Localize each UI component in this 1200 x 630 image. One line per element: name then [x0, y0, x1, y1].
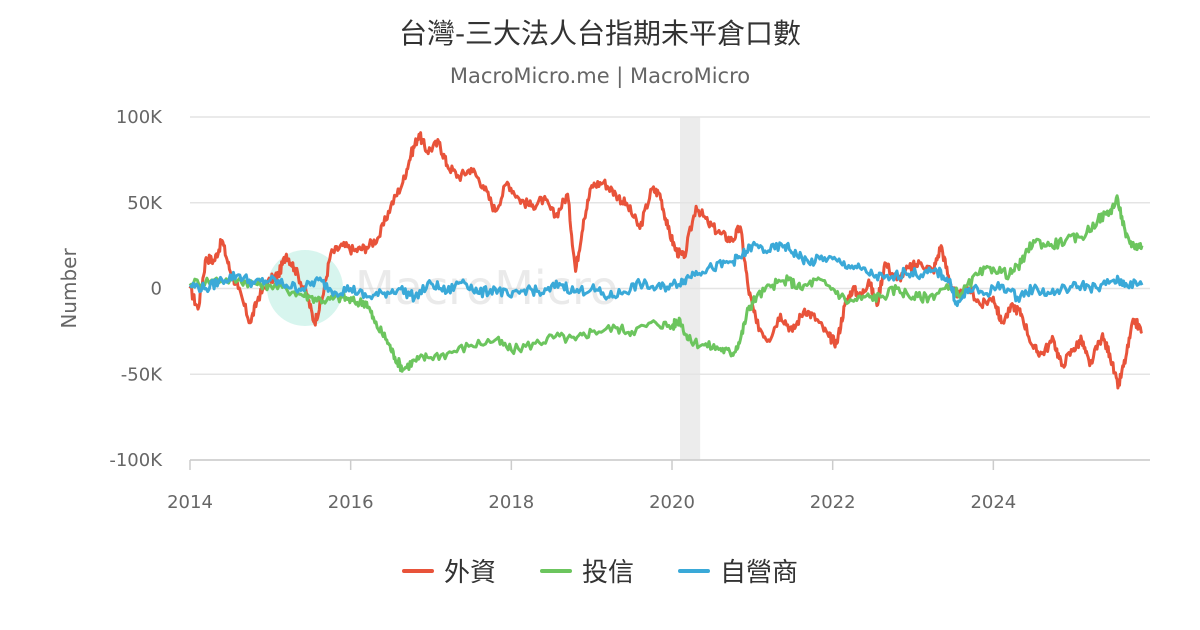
legend-swatch [539, 568, 572, 573]
y-tick-label: 0 [151, 279, 162, 300]
y-axis-label: Number [57, 248, 81, 329]
y-tick-label: -50K [121, 364, 163, 385]
y-tick-label: 100K [116, 107, 163, 128]
legend-swatch [401, 568, 434, 573]
legend-label: 外資 [443, 558, 496, 588]
legend-item-trust[interactable]: 投信 [539, 552, 634, 589]
chart-legend: 外資 投信 自營商 [0, 552, 1200, 589]
x-tick-label: 2024 [970, 492, 1016, 513]
legend-label: 投信 [581, 558, 634, 588]
chart-subtitle: MacroMicro.me | MacroMicro [449, 64, 751, 88]
x-tick-label: 2020 [649, 492, 695, 513]
x-tick-label: 2014 [167, 492, 213, 513]
y-tick-label: -100K [109, 450, 163, 471]
legend-item-foreign[interactable]: 外資 [401, 552, 496, 589]
x-tick-label: 2018 [488, 492, 534, 513]
y-tick-label: 50K [127, 193, 163, 214]
x-tick-label: 2016 [328, 492, 374, 513]
x-tick-label: 2022 [810, 492, 856, 513]
legend-swatch [678, 568, 710, 573]
legend-item-dealer[interactable]: 自營商 [678, 552, 798, 589]
series-line-foreign [188, 131, 1144, 390]
chart-title: 台灣-三大法人台指期未平倉口數 [398, 17, 802, 50]
series-line-trust [188, 194, 1144, 373]
series-line-dealer [188, 240, 1144, 308]
legend-label: 自營商 [720, 558, 799, 588]
